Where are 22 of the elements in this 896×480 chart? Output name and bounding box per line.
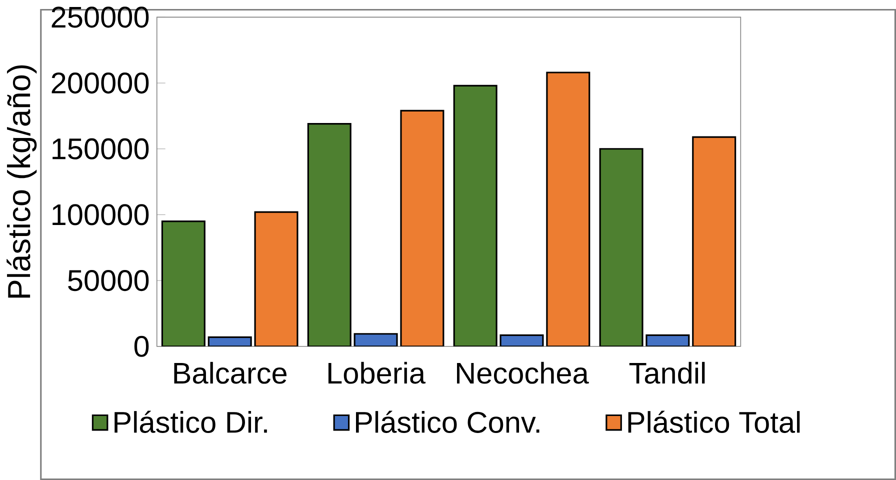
y-tick-label: 50000 [68, 270, 149, 292]
bar [308, 124, 351, 346]
y-tick-label: 150000 [52, 138, 149, 160]
x-tick-label: Necochea [457, 362, 589, 384]
legend-label: Plástico Dir. [114, 410, 267, 433]
legend-label: Plástico Conv. [356, 410, 540, 433]
y-tick-label: 250000 [52, 6, 149, 28]
x-tick-label: Balcarce [174, 362, 287, 384]
y-axis-title: Plástico (kg/año) [6, 65, 37, 298]
y-tick-label: 200000 [52, 72, 149, 94]
x-tick-label: Tandil [629, 362, 705, 384]
bar [599, 148, 644, 346]
bar [546, 72, 590, 346]
bar [454, 86, 497, 346]
y-tick-label: 100000 [52, 204, 149, 226]
bar [692, 136, 736, 346]
y-tick-label: 0 [134, 336, 149, 357]
bar [255, 212, 298, 346]
legend-label: Plástico Total [628, 410, 800, 433]
bar [162, 221, 205, 346]
bar [400, 110, 444, 346]
x-tick-label: Loberia [328, 362, 426, 384]
